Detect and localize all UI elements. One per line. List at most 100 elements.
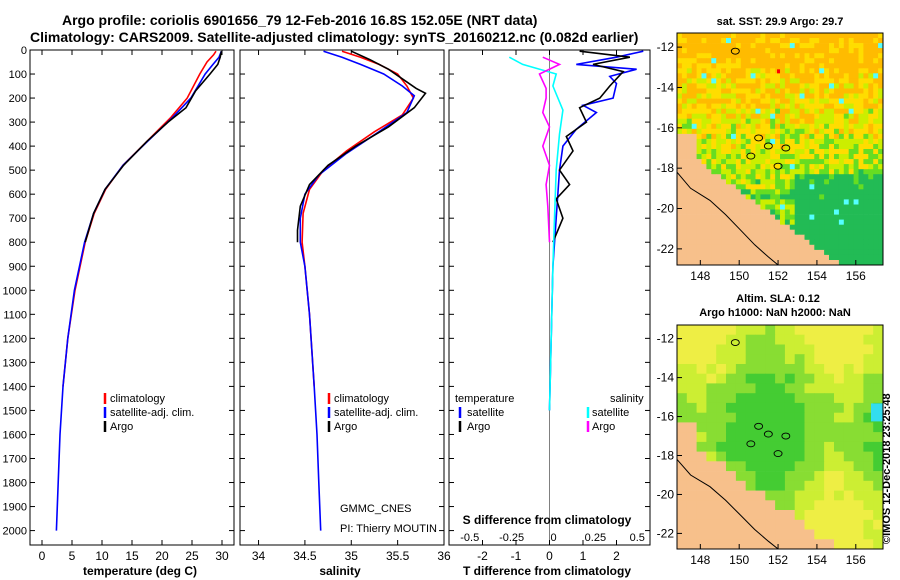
sst-lon-tick-label: 152 [768,269,788,283]
depth-tick-label: 0 [21,45,27,57]
depth-tick-label: 1500 [3,405,27,417]
temperature-legend-label: climatology [110,393,166,405]
diff-legend-title-left: temperature [455,393,514,405]
sst-map-panel: sat. SST: 29.9 Argo: 29.7 148 150 152 154 15… [657,16,884,283]
temperature-xtick-label: 5 [69,549,76,563]
sla-lat-tick-label: -18 [657,449,675,463]
sst-coastline [676,171,779,266]
sst-map-title: sat. SST: 29.9 Argo: 29.7 [717,16,844,28]
difference-xtick-label: 0 [546,549,553,563]
salinity-axes-frame [239,49,445,546]
temperature-xtick-label: 15 [125,549,139,563]
sla-map-panel: Altim. SLA: 0.12 Argo h1000: NaN h2000: … [657,293,884,567]
temperature-xtick-label: 30 [215,549,229,563]
depth-tick-label: 1100 [3,309,27,321]
depth-tick-label: 200 [9,93,27,105]
sst-map-frame [676,32,884,266]
sla-map-title-1: Altim. SLA: 0.12 [736,293,820,305]
depth-tick-label: 2000 [3,526,27,538]
diff-legend-right-label: Argo [592,421,615,433]
depth-tick-label: 500 [9,165,27,177]
sst-lat-tick-label: -20 [657,202,675,216]
depth-tick-label: 400 [9,141,27,153]
salinity-xtick-label: 36 [437,549,451,563]
depth-tick-label: 1300 [3,357,27,369]
sdiff-tick-label: 0.25 [585,532,606,544]
sla-lat-tick-label: -12 [657,332,675,346]
sla-lat-tick-label: -20 [657,487,675,501]
temperature-xlabel: temperature (deg C) [83,564,197,578]
sla-reef-outline [763,430,773,438]
sla-map-grid [677,325,884,550]
sst-lat-tick-label: -18 [657,161,675,175]
sla-reef-outline [730,339,740,346]
sla-lat-tick-label: -16 [657,410,675,424]
salinity-xtick-label: 35 [345,549,359,563]
sst-lat-tick-label: -22 [657,242,675,256]
sst-reef-outline [763,142,773,150]
sla-map-title-2: Argo h1000: NaN h2000: NaN [699,307,851,319]
temperature-legend-label: satellite-adj. clim. [110,407,194,419]
temperature-panel: 0100200300400500600700800900100011001200… [3,45,235,578]
diff-legend-left-label: Argo [467,421,490,433]
sdiff-tick-label: 0 [550,532,556,544]
title-line1: Argo profile: coriolis 6901656_79 12-Feb… [62,12,537,28]
sla-cyan-patch [871,403,883,422]
temperature-series-argo [84,51,223,243]
depth-tick-label: 100 [9,69,27,81]
salinity-xlabel: salinity [319,564,361,578]
salinity-annotation-org: GMMC_CNES [340,503,412,515]
argo-position-marker [777,69,781,74]
difference-series-t-argo [552,50,631,243]
temperature-xtick-label: 20 [155,549,169,563]
title-line2: Climatology: CARS2009. Satellite-adjuste… [30,29,638,45]
sst-reef-outline [781,144,791,152]
salinity-panel: 34 34.5 35 35.5 36 climatology satellite-adj.… [239,49,451,578]
temperature-axes-frame [29,49,235,546]
sdiff-tick-label: -0.25 [499,532,524,544]
depth-tick-label: 1600 [3,429,27,441]
sla-lon-tick-label: 156 [846,553,866,567]
salinity-xtick-label: 35.5 [386,549,410,563]
sla-lat-tick-label: -14 [657,371,675,385]
footer-stamp: ©IMOS 12-Dec-2018 23:25:48 [881,393,893,544]
diff-legend-right-label: satellite [592,407,629,419]
sst-lon-tick-label: 148 [690,269,710,283]
salinity-xtick-label: 34 [252,549,266,563]
difference-xtick-label: 2 [613,549,620,563]
sst-lon-tick-label: 156 [846,269,866,283]
sla-lat-tick-label: -22 [657,526,675,540]
difference-xtick-label: 1 [580,549,587,563]
difference-x2label: S difference from climatology [463,513,632,527]
depth-tick-label: 800 [9,237,27,249]
sla-reef-outline [754,422,764,430]
difference-series-s-argo [538,56,562,243]
depth-tick-label: 900 [9,261,27,273]
salinity-legend-label: satellite-adj. clim. [334,407,418,419]
sla-map-frame [676,324,884,550]
salinity-legend-label: climatology [334,393,390,405]
sla-lon-tick-label: 154 [807,553,827,567]
sst-lon-tick-label: 150 [729,269,749,283]
depth-tick-label: 1700 [3,453,27,465]
salinity-annotation-pi: PI: Thierry MOUTIN [340,523,437,535]
difference-panel: -2 -1 0 1 2 -0.5 -0.25 0 0.25 0.5 temperature sali… [448,49,651,578]
difference-xtick-label: -2 [477,549,488,563]
depth-tick-label: 1200 [3,333,27,345]
sla-reef-outline [781,432,791,440]
depth-tick-label: 700 [9,213,27,225]
sla-reef-outline [773,450,783,458]
depth-tick-label: 1800 [3,478,27,490]
sdiff-tick-label: -0.5 [460,532,479,544]
temperature-xtick-label: 25 [185,549,199,563]
diff-legend-title-right: salinity [610,393,644,405]
sdiff-tick-label: 0.5 [630,532,645,544]
temperature-legend-label: Argo [110,421,133,433]
salinity-series-argo [296,50,427,243]
difference-xtick-label: -1 [511,549,522,563]
sst-lon-tick-label: 154 [807,269,827,283]
depth-tick-label: 300 [9,117,27,129]
sst-reef-outline [754,134,764,142]
temperature-xtick-label: 10 [95,549,109,563]
